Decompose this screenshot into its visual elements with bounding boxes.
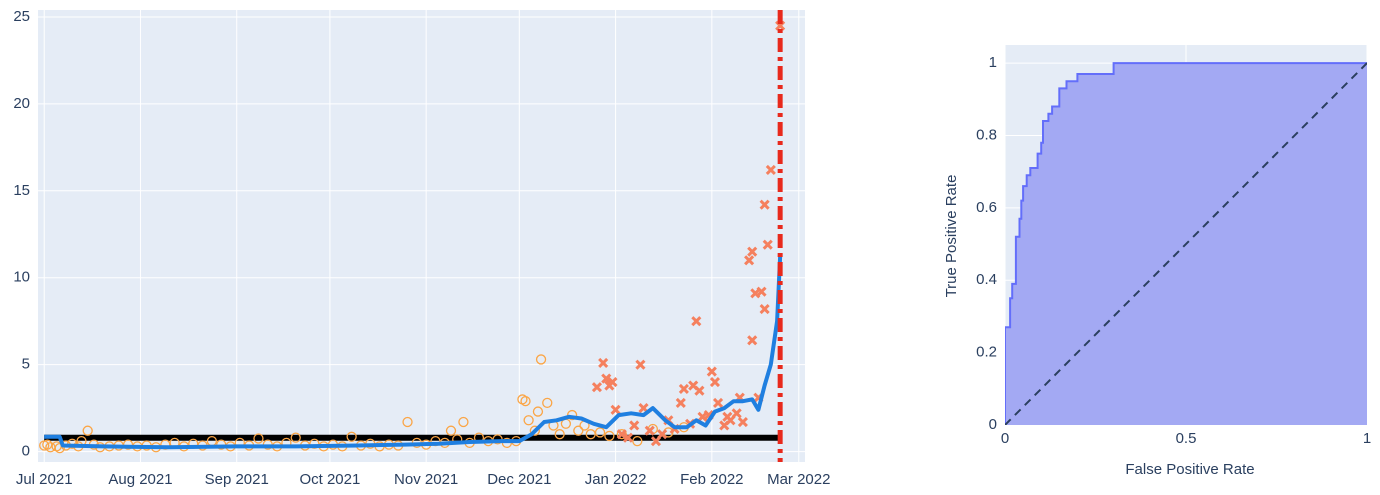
x-marker (635, 359, 646, 370)
circle-marker (445, 425, 457, 436)
x-marker (691, 316, 702, 327)
x-marker (622, 432, 634, 443)
x-marker (694, 385, 705, 396)
circle-marker (632, 435, 643, 447)
x-marker (709, 376, 721, 388)
circle-marker (542, 397, 553, 409)
x-marker (675, 397, 686, 408)
x-tick-label: 0 (1001, 430, 1009, 447)
roc-curve (1005, 62, 1367, 425)
x-tick-label: Jul 2021 (16, 471, 73, 488)
x-marker (747, 335, 758, 346)
x-marker (747, 246, 758, 257)
x-axis-title: False Positive Rate (1125, 461, 1254, 478)
x-marker (610, 404, 621, 415)
x-marker (607, 376, 618, 388)
circle-marker (532, 406, 544, 417)
circle-marker (604, 430, 615, 442)
circle-marker (523, 415, 534, 426)
circle-marker (520, 396, 531, 407)
x-marker (762, 239, 773, 250)
circle-marker (402, 416, 413, 428)
circle-marker (566, 409, 578, 421)
circle-marker (529, 425, 540, 436)
y-tick-label: 0.8 (976, 126, 997, 143)
x-tick-label: Mar 2022 (767, 471, 830, 488)
circle-marker (535, 354, 547, 365)
x-marker (706, 366, 717, 377)
circle-marker (82, 425, 93, 436)
circle-marker (458, 416, 469, 428)
plot-layer (39, 10, 786, 462)
y-tick-label: 10 (13, 269, 30, 286)
x-marker (775, 20, 786, 31)
y-axis-title: True Positive Rate (943, 175, 960, 298)
y-tick-label: 0.6 (976, 199, 997, 216)
plot-layer (1005, 62, 1367, 425)
x-marker (765, 164, 776, 175)
reference-line (1005, 62, 1367, 425)
y-tick-label: 25 (13, 8, 30, 25)
y-tick-label: 1 (989, 54, 997, 71)
y-tick-label: 5 (22, 356, 30, 373)
circle-marker (290, 432, 301, 443)
x-marker (678, 383, 689, 395)
y-tick-label: 15 (13, 182, 30, 199)
x-marker (657, 429, 668, 440)
x-marker (731, 408, 742, 419)
y-tick-label: 0 (989, 416, 997, 433)
circle-marker (554, 429, 565, 440)
y-tick-label: 20 (13, 95, 30, 112)
x-marker (598, 357, 609, 368)
x-marker (759, 199, 770, 210)
x-tick-label: 1 (1363, 430, 1371, 447)
x-tick-label: Sep 2021 (205, 471, 269, 488)
x-marker (644, 425, 655, 436)
x-marker (744, 255, 755, 266)
circle-marker (309, 438, 320, 449)
circle-marker (594, 427, 606, 438)
circle-marker (253, 433, 264, 444)
series-line (44, 255, 783, 450)
x-marker (601, 373, 612, 384)
circle-marker (346, 431, 357, 442)
x-tick-label: Oct 2021 (299, 471, 360, 488)
x-tick-label: Dec 2021 (487, 471, 551, 488)
x-tick-label: Aug 2021 (108, 471, 172, 488)
x-marker (759, 303, 770, 315)
x-tick-label: 0.5 (1176, 430, 1197, 447)
circle-marker (573, 425, 584, 436)
circle-marker (54, 442, 65, 454)
y-tick-label: 0.2 (976, 344, 997, 361)
x-tick-label: Jan 2022 (585, 471, 647, 488)
x-marker (756, 286, 767, 297)
x-marker (591, 382, 603, 393)
y-tick-label: 0.4 (976, 271, 997, 288)
x-marker (616, 429, 627, 440)
x-marker (629, 420, 640, 431)
y-tick-label: 0 (22, 443, 30, 460)
x-marker (737, 416, 748, 428)
plot-background (38, 10, 805, 462)
x-tick-label: Feb 2022 (680, 471, 743, 488)
x-tick-label: Nov 2021 (394, 471, 458, 488)
x-marker (712, 397, 724, 408)
